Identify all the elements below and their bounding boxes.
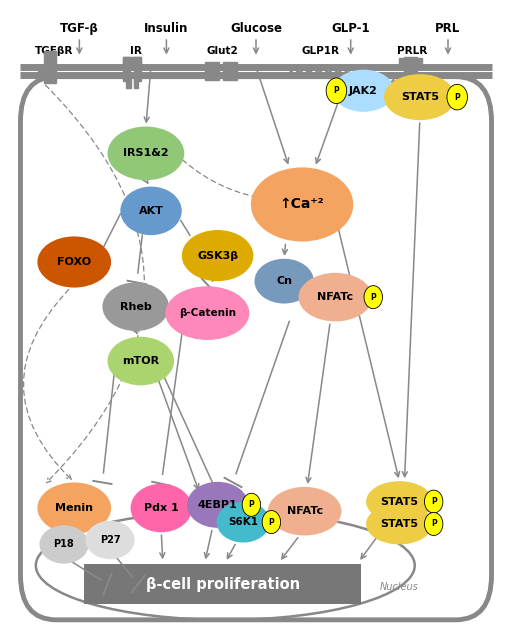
Text: JAK2: JAK2	[349, 86, 378, 96]
Text: IR: IR	[130, 46, 142, 56]
Text: S6K1: S6K1	[228, 517, 258, 527]
Text: NFATc: NFATc	[317, 292, 353, 302]
Text: NFATc: NFATc	[287, 506, 323, 516]
Ellipse shape	[37, 482, 111, 534]
Text: FOXO: FOXO	[57, 257, 91, 267]
Text: mTOR: mTOR	[122, 356, 159, 366]
Text: Cn: Cn	[276, 276, 292, 286]
Ellipse shape	[108, 127, 184, 180]
Bar	[123, 57, 130, 81]
Text: P: P	[431, 520, 437, 528]
Text: AKT: AKT	[139, 206, 163, 216]
Text: P: P	[268, 518, 274, 527]
Circle shape	[424, 512, 443, 535]
Bar	[399, 58, 422, 66]
Text: P: P	[248, 500, 254, 509]
Ellipse shape	[268, 487, 342, 535]
Bar	[126, 79, 131, 88]
Bar	[223, 62, 237, 80]
Ellipse shape	[217, 502, 270, 543]
Text: Glucose: Glucose	[230, 22, 282, 35]
Text: P: P	[370, 293, 376, 302]
Text: TGF-β: TGF-β	[60, 22, 99, 35]
Circle shape	[447, 84, 467, 110]
Text: Glut2: Glut2	[207, 46, 239, 56]
Ellipse shape	[384, 74, 456, 120]
Text: β-cell proliferation: β-cell proliferation	[145, 576, 300, 592]
Text: Menin: Menin	[55, 503, 93, 513]
Bar	[134, 57, 141, 81]
Text: P: P	[431, 497, 437, 506]
Bar	[205, 62, 219, 80]
Text: Rheb: Rheb	[120, 302, 152, 312]
Ellipse shape	[366, 504, 433, 544]
Ellipse shape	[366, 481, 433, 522]
Ellipse shape	[39, 525, 89, 564]
Text: STAT5: STAT5	[380, 497, 418, 507]
Bar	[404, 57, 417, 84]
Text: PRLR: PRLR	[397, 46, 428, 56]
Text: GLP-1: GLP-1	[331, 22, 370, 35]
Text: STAT5: STAT5	[380, 519, 418, 529]
Ellipse shape	[251, 167, 353, 242]
FancyBboxPatch shape	[84, 564, 361, 604]
Bar	[44, 51, 56, 83]
Text: STAT5: STAT5	[401, 92, 439, 102]
Circle shape	[364, 286, 382, 309]
Ellipse shape	[86, 521, 135, 559]
Bar	[38, 66, 45, 79]
Text: ↑Ca⁺²: ↑Ca⁺²	[280, 197, 325, 212]
Text: P18: P18	[54, 539, 74, 550]
Text: Pdx 1: Pdx 1	[144, 503, 179, 513]
Text: GSK3β: GSK3β	[197, 250, 238, 261]
Ellipse shape	[120, 187, 182, 235]
Ellipse shape	[131, 484, 192, 532]
Ellipse shape	[254, 259, 314, 304]
Text: GLP1R: GLP1R	[301, 46, 339, 56]
Ellipse shape	[333, 70, 394, 112]
Ellipse shape	[187, 482, 248, 528]
Circle shape	[242, 493, 261, 516]
Bar	[407, 81, 412, 88]
Ellipse shape	[298, 273, 372, 321]
Circle shape	[424, 490, 443, 513]
Ellipse shape	[102, 282, 169, 331]
Text: P: P	[454, 93, 460, 102]
Text: Nucleus: Nucleus	[380, 581, 419, 592]
Circle shape	[326, 78, 347, 104]
Text: P27: P27	[100, 535, 120, 545]
Bar	[123, 57, 141, 65]
Ellipse shape	[108, 337, 174, 385]
Ellipse shape	[37, 236, 111, 288]
Circle shape	[262, 511, 281, 534]
Text: PRL: PRL	[435, 22, 461, 35]
Text: TGFβR: TGFβR	[35, 46, 73, 56]
Text: Insulin: Insulin	[144, 22, 188, 35]
Text: 4EBP1: 4EBP1	[198, 500, 238, 510]
Text: β-Catenin: β-Catenin	[179, 308, 236, 318]
Text: P: P	[333, 86, 339, 95]
Text: IRS1&2: IRS1&2	[123, 148, 169, 158]
Bar	[134, 79, 138, 88]
Ellipse shape	[182, 230, 253, 281]
Ellipse shape	[165, 286, 249, 340]
